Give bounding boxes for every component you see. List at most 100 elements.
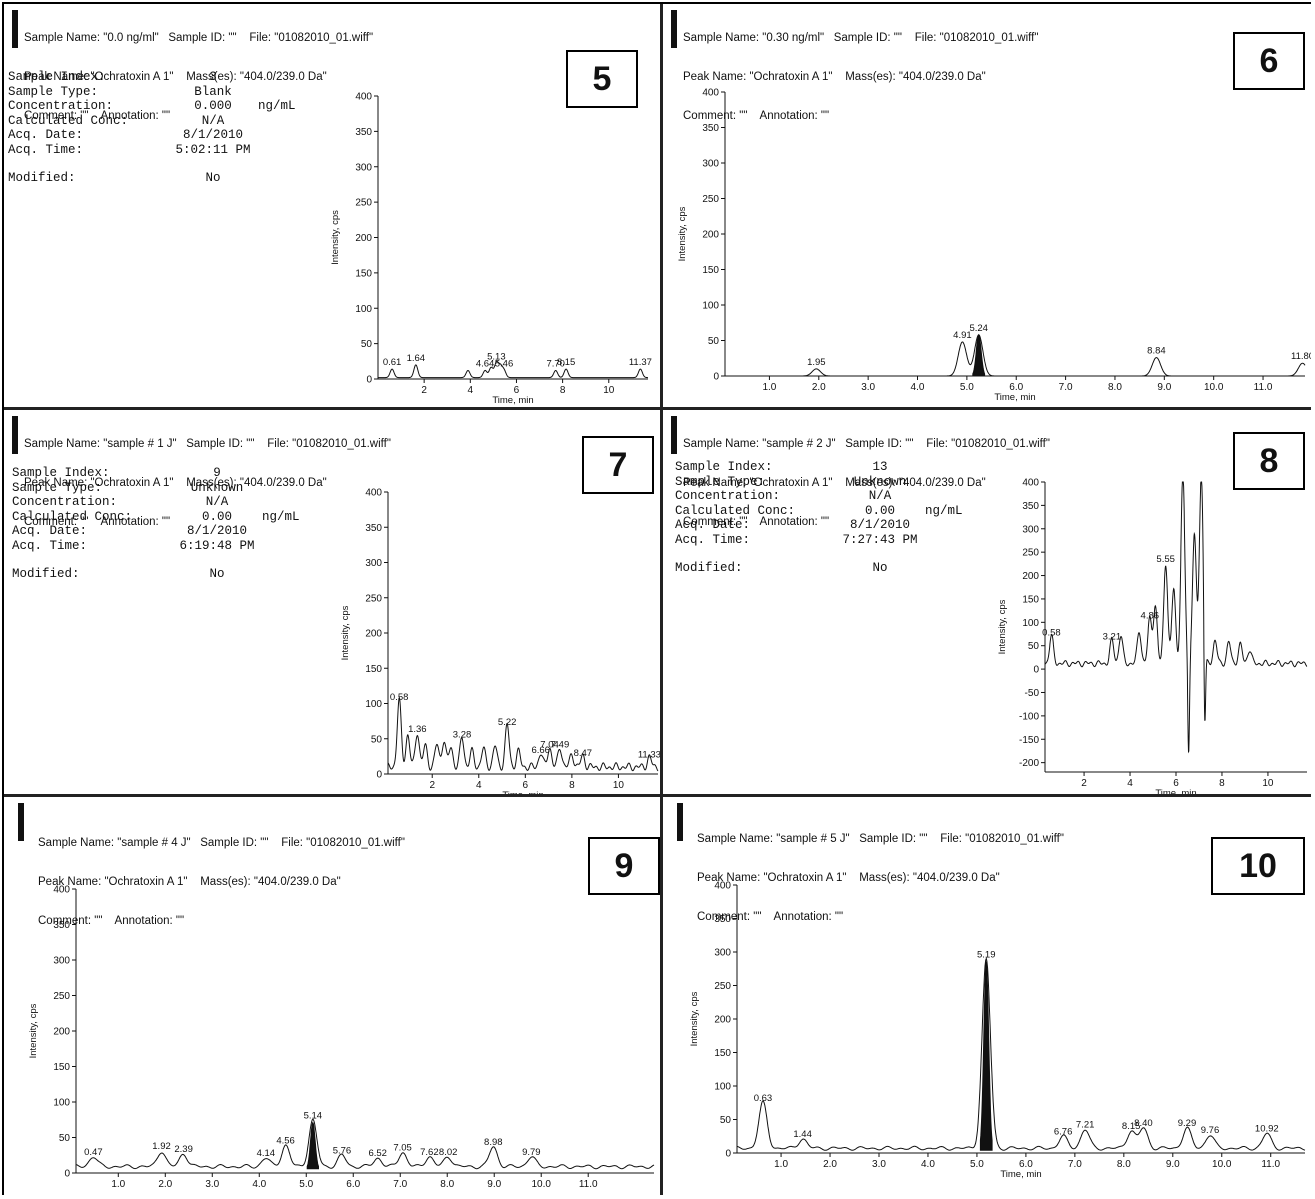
info-label: Concentration: [12, 495, 118, 509]
peak-label: 4.56 [276, 1135, 295, 1146]
y-tick-label: 100 [1022, 618, 1039, 629]
peak-name: Peak Name: "Ochratoxin A 1" [683, 477, 833, 489]
sample-id: Sample ID: "" [845, 438, 914, 450]
x-tick-label: 2 [429, 780, 435, 791]
peak-label: 0.58 [390, 692, 409, 703]
signal-trace [725, 334, 1306, 377]
peak-label: 8.40 [1134, 1118, 1153, 1129]
peak-label: 5.19 [977, 949, 996, 960]
y-tick-label: 150 [1022, 594, 1039, 605]
y-tick-label: 150 [365, 664, 382, 675]
peak-name: Peak Name: "Ochratoxin A 1" [683, 71, 833, 83]
sample-id: Sample ID: "" [859, 833, 928, 845]
sample-info: Sample Index: 3 Sample Type: Blank Concent… [8, 70, 318, 186]
info-label: Modified: [12, 567, 80, 581]
x-tick-label: 6 [1173, 778, 1179, 789]
peak-label: 2.39 [174, 1144, 193, 1155]
y-tick-label: 300 [355, 162, 372, 173]
info-value: N/A [205, 495, 229, 509]
info-label: Modified: [675, 561, 743, 575]
chromatogram-5: 0 50 100 150 200 250 300 350 400 2 4 6 8 10 Time, min I… [330, 92, 652, 407]
panel-7: Sample Name: "sample # 1 J" Sample ID: "… [4, 410, 660, 794]
peak-label: 5.55 [1156, 554, 1175, 565]
panel-6: Sample Name: "0.30 ng/ml" Sample ID: "" … [663, 4, 1311, 407]
x-tick-label: 1.0 [774, 1159, 788, 1170]
sample-id: Sample ID: "" [200, 837, 269, 849]
peak-label: 8.02 [439, 1147, 458, 1158]
x-tick-label: 8 [1219, 778, 1225, 789]
x-axis-label: Time, min [492, 395, 533, 406]
info-label: Acq. Date: [12, 524, 88, 538]
signal-trace [1044, 481, 1308, 754]
x-tick-label: 3.0 [205, 1179, 219, 1190]
info-value: 8/1/2010 [849, 518, 910, 532]
x-tick-label: 6.0 [346, 1179, 360, 1190]
peak-label: 5.76 [333, 1145, 352, 1156]
panel-header: Sample Name: "0.0 ng/ml" Sample ID: "" F… [24, 6, 373, 149]
sample-name: Sample Name: "sample # 4 J" [38, 837, 191, 849]
info-value: 9 [213, 466, 221, 480]
peak-label: 0.47 [84, 1147, 103, 1158]
header-bar [671, 10, 677, 48]
info-value: No [205, 171, 221, 185]
peak-label: 8.15 [1122, 1121, 1141, 1132]
y-tick-label: 250 [355, 198, 372, 209]
info-label: Acq. Time: [8, 142, 84, 157]
info-value: No [872, 561, 888, 575]
y-tick-label: 0 [64, 1169, 70, 1180]
x-axis-label: Time, min [1155, 788, 1196, 794]
x-tick-label: 5.0 [299, 1179, 313, 1190]
peak-label: 1.44 [793, 1129, 812, 1140]
x-tick-label: 6 [514, 385, 520, 396]
peak-label: 0.58 [1042, 628, 1061, 639]
y-axis-label: Intensity, cps [28, 1003, 39, 1058]
sample-info: Sample Index: 13 Sample Type: Unknown Conc… [675, 460, 985, 576]
sample-id: Sample ID: "" [833, 32, 902, 44]
x-tick-label: 11.0 [1254, 382, 1273, 393]
peak-label: 0.63 [754, 1093, 773, 1104]
peak-label: 5.22 [498, 717, 517, 728]
info-label: Acq. Time: [675, 532, 751, 547]
peak-label: 9.76 [1201, 1125, 1220, 1136]
x-tick-label: 7.0 [393, 1179, 407, 1190]
x-tick-label: 4.0 [921, 1159, 935, 1170]
panel-number: 7 [582, 436, 654, 494]
peak-label: 1.36 [408, 724, 427, 735]
info-value: N/A [201, 113, 225, 128]
y-tick-label: 400 [714, 881, 731, 892]
chromatogram-9: 0 50 100 150 200 250 300 350 400 1.0 2.0 3.0 4.0 5.0 6… [28, 885, 655, 1190]
y-tick-label: 400 [365, 488, 382, 499]
peak-label: 8.15 [557, 357, 576, 368]
sample-id: Sample ID: "" [186, 438, 255, 450]
panel-header: Sample Name: "sample # 2 J" Sample ID: "… [683, 412, 1050, 555]
y-tick-label: 200 [714, 1015, 731, 1026]
info-value: 0.000 [194, 99, 232, 113]
x-tick-label: 3.0 [872, 1159, 886, 1170]
x-tick-label: 8.0 [1117, 1159, 1131, 1170]
info-label: Sample Index: [12, 466, 110, 480]
peak-label: 3.21 [1103, 631, 1122, 642]
info-value: Blank [194, 84, 232, 99]
y-tick-label: 350 [355, 127, 372, 138]
peak-label: 8.84 [1147, 346, 1166, 357]
y-axis-label: Intensity, cps [997, 599, 1008, 654]
y-axis-label: Intensity, cps [677, 206, 688, 261]
column-divider [660, 4, 663, 1195]
sample-name: Sample Name: "sample # 2 J" [683, 438, 836, 450]
sample-name: Sample Name: "0.0 ng/ml" [24, 32, 159, 44]
y-tick-label: 150 [355, 268, 372, 279]
peak-name: Peak Name: "Ochratoxin A 1" [38, 876, 188, 888]
x-axis-label: Time, min [1000, 1169, 1041, 1180]
chromatogram-7: 0 50 100 150 200 250 300 350 400 2 4 6 8 10 Time, min I… [340, 488, 660, 795]
x-tick-label: 2 [1081, 778, 1087, 789]
info-unit: ng/mL [925, 503, 963, 518]
info-label: Sample Type: [675, 474, 766, 489]
info-unit: ng/mL [258, 99, 296, 113]
peak-label: 1.64 [407, 353, 426, 364]
peak-label: 5.46 [495, 359, 514, 370]
y-tick-label: 350 [53, 920, 70, 931]
y-tick-label: 50 [371, 734, 383, 745]
file-name: File: "01082010_01.wiff" [267, 438, 391, 450]
peak-label: 7.21 [1076, 1120, 1095, 1131]
y-tick-label: 200 [355, 233, 372, 244]
